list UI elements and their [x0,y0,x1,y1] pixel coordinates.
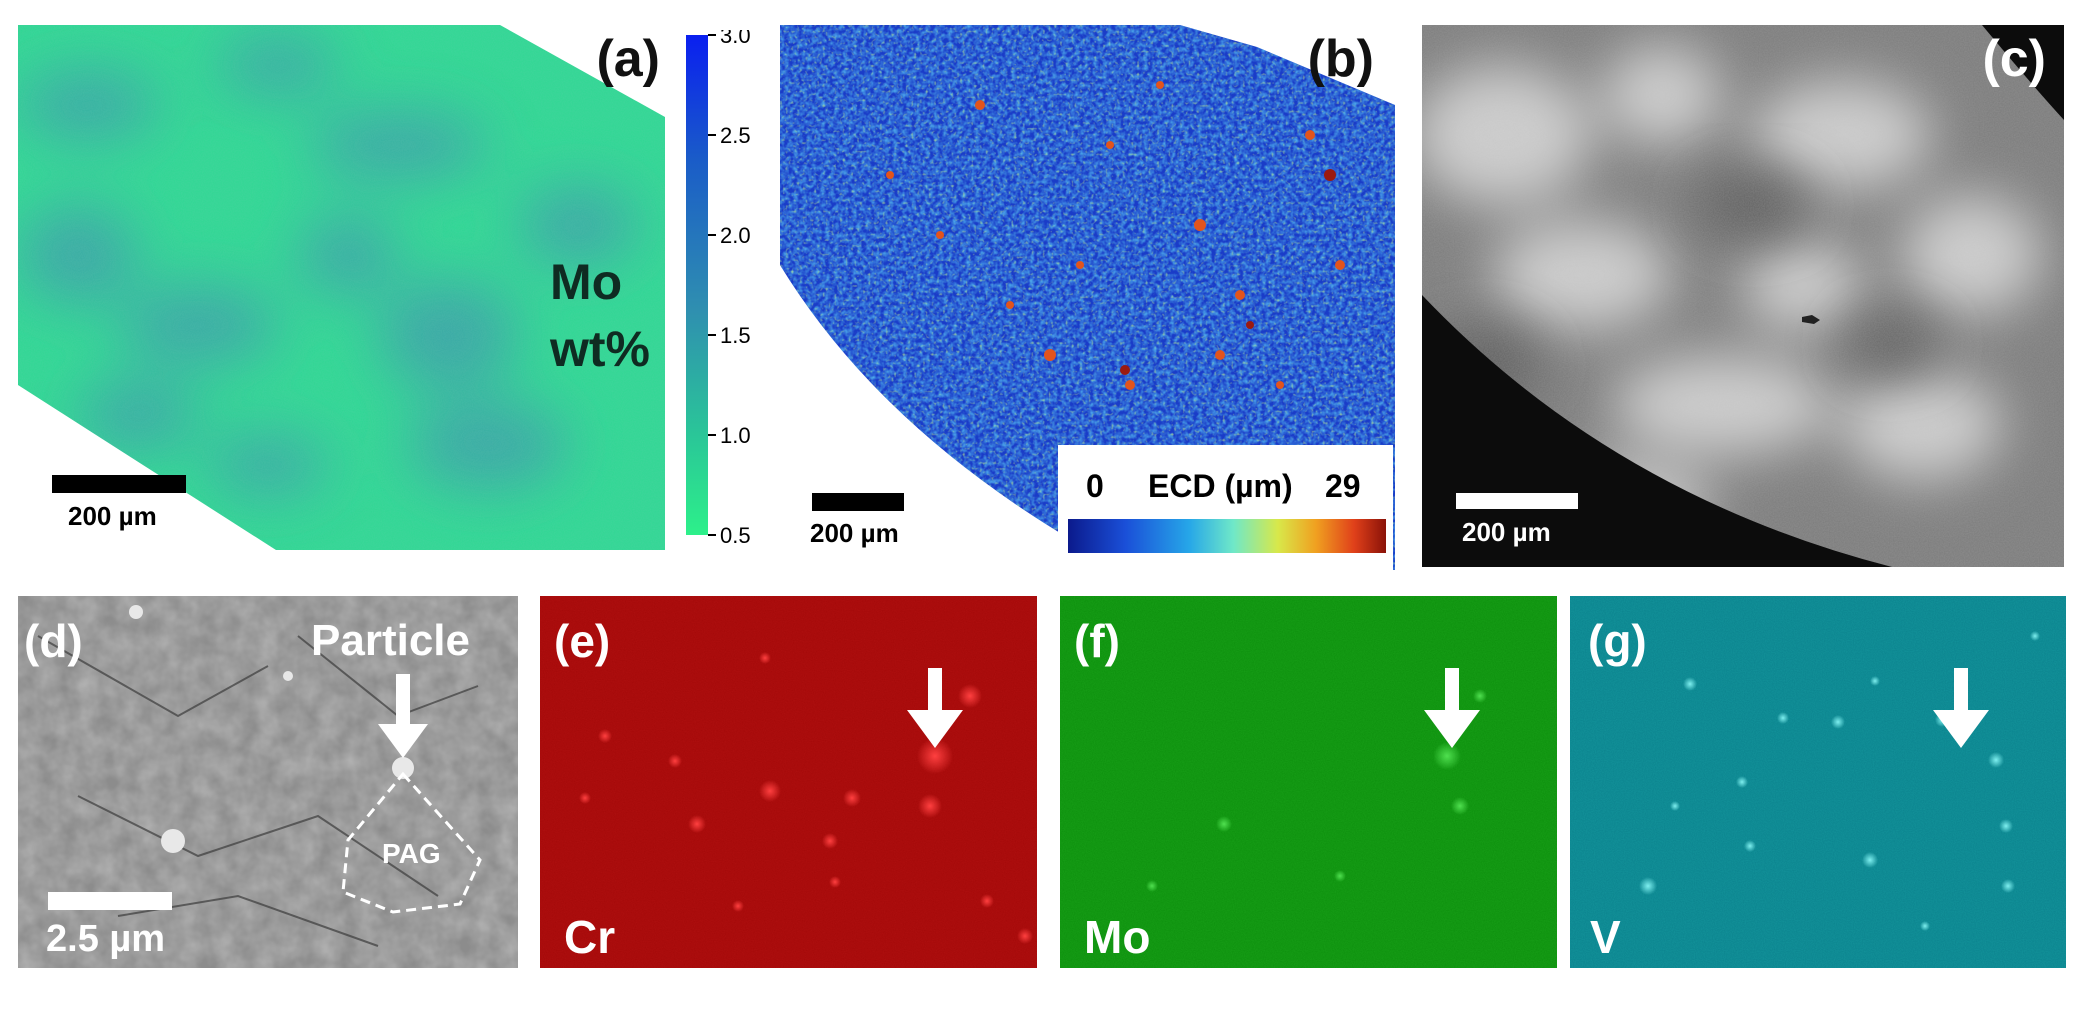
v-eds-map [1570,596,2066,968]
v-arrow-icon [1933,710,1989,748]
panel-a-scalebar [52,475,186,493]
colorbar-tick-0.5: 0.5 [720,523,751,548]
particle-label: Particle [311,616,470,665]
mo-eds-map [1060,596,1557,968]
panel-g-v-map: (g) V [1570,596,2066,968]
panel-c-scalebar [1456,493,1578,509]
pag-label: PAG [382,838,441,869]
panel-d-label: (d) [24,615,83,667]
panel-c-sem-image: (c) 200 µm [1422,25,2064,567]
panel-c-scalebar-label: 200 µm [1462,517,1551,547]
colorbar-gradient [686,35,708,535]
mo-concentration-map [18,25,665,550]
panel-b-scalebar [812,493,904,511]
ecd-legend-max: 29 [1325,468,1361,504]
cr-arrow-icon [907,710,963,748]
panel-f-mo-map: (f) Mo [1060,596,1557,968]
panel-b-ecd-map: (b) 200 µm 0 ECD (µm) 29 [780,25,1400,570]
colorbar-tick-2.5: 2.5 [720,123,751,148]
panel-a-label: (a) [596,30,660,88]
mo-colorbar: 3.0 2.5 2.0 1.5 1.0 0.5 [686,30,786,550]
panel-a-scalebar-label: 200 µm [68,501,157,531]
colorbar-tick-1.0: 1.0 [720,423,751,448]
cr-element-label: Cr [564,911,616,963]
panel-d-scalebar-label: 2.5 µm [46,918,166,960]
panel-a-mo-map: (a) Mo wt% 200 µm [18,25,668,550]
colorbar-tick-2.0: 2.0 [720,223,751,248]
cr-eds-map [540,596,1037,968]
colorbar-axis [708,34,716,536]
panel-b-label: (b) [1307,30,1374,88]
mo-label-line1: Mo [550,254,623,310]
colorbar-tick-3.0: 3.0 [720,30,751,48]
colorbar-tick-1.5: 1.5 [720,323,751,348]
ecd-legend-gradient [1068,519,1386,553]
mo-element-label: Mo [1084,911,1151,963]
panel-f-label: (f) [1074,615,1120,667]
mo-arrow-icon [1424,710,1480,748]
mo-label-line2: wt% [550,321,650,377]
panel-d-scalebar [48,892,172,910]
panel-e-cr-map: (e) Cr [540,596,1037,968]
panel-g-label: (g) [1588,615,1647,667]
ecd-legend-title: ECD (µm) [1148,468,1293,504]
panel-e-label: (e) [554,615,611,667]
v-element-label: V [1590,911,1621,963]
pag-outline [341,771,482,914]
ecd-legend-min: 0 [1086,468,1104,504]
sem-grayscale-map [1422,25,2064,567]
panel-c-label: (c) [1982,30,2046,88]
panel-b-scalebar-label: 200 µm [810,518,899,548]
panel-d-sem-particle: (d) Particle PAG 2.5 µm [18,596,518,968]
